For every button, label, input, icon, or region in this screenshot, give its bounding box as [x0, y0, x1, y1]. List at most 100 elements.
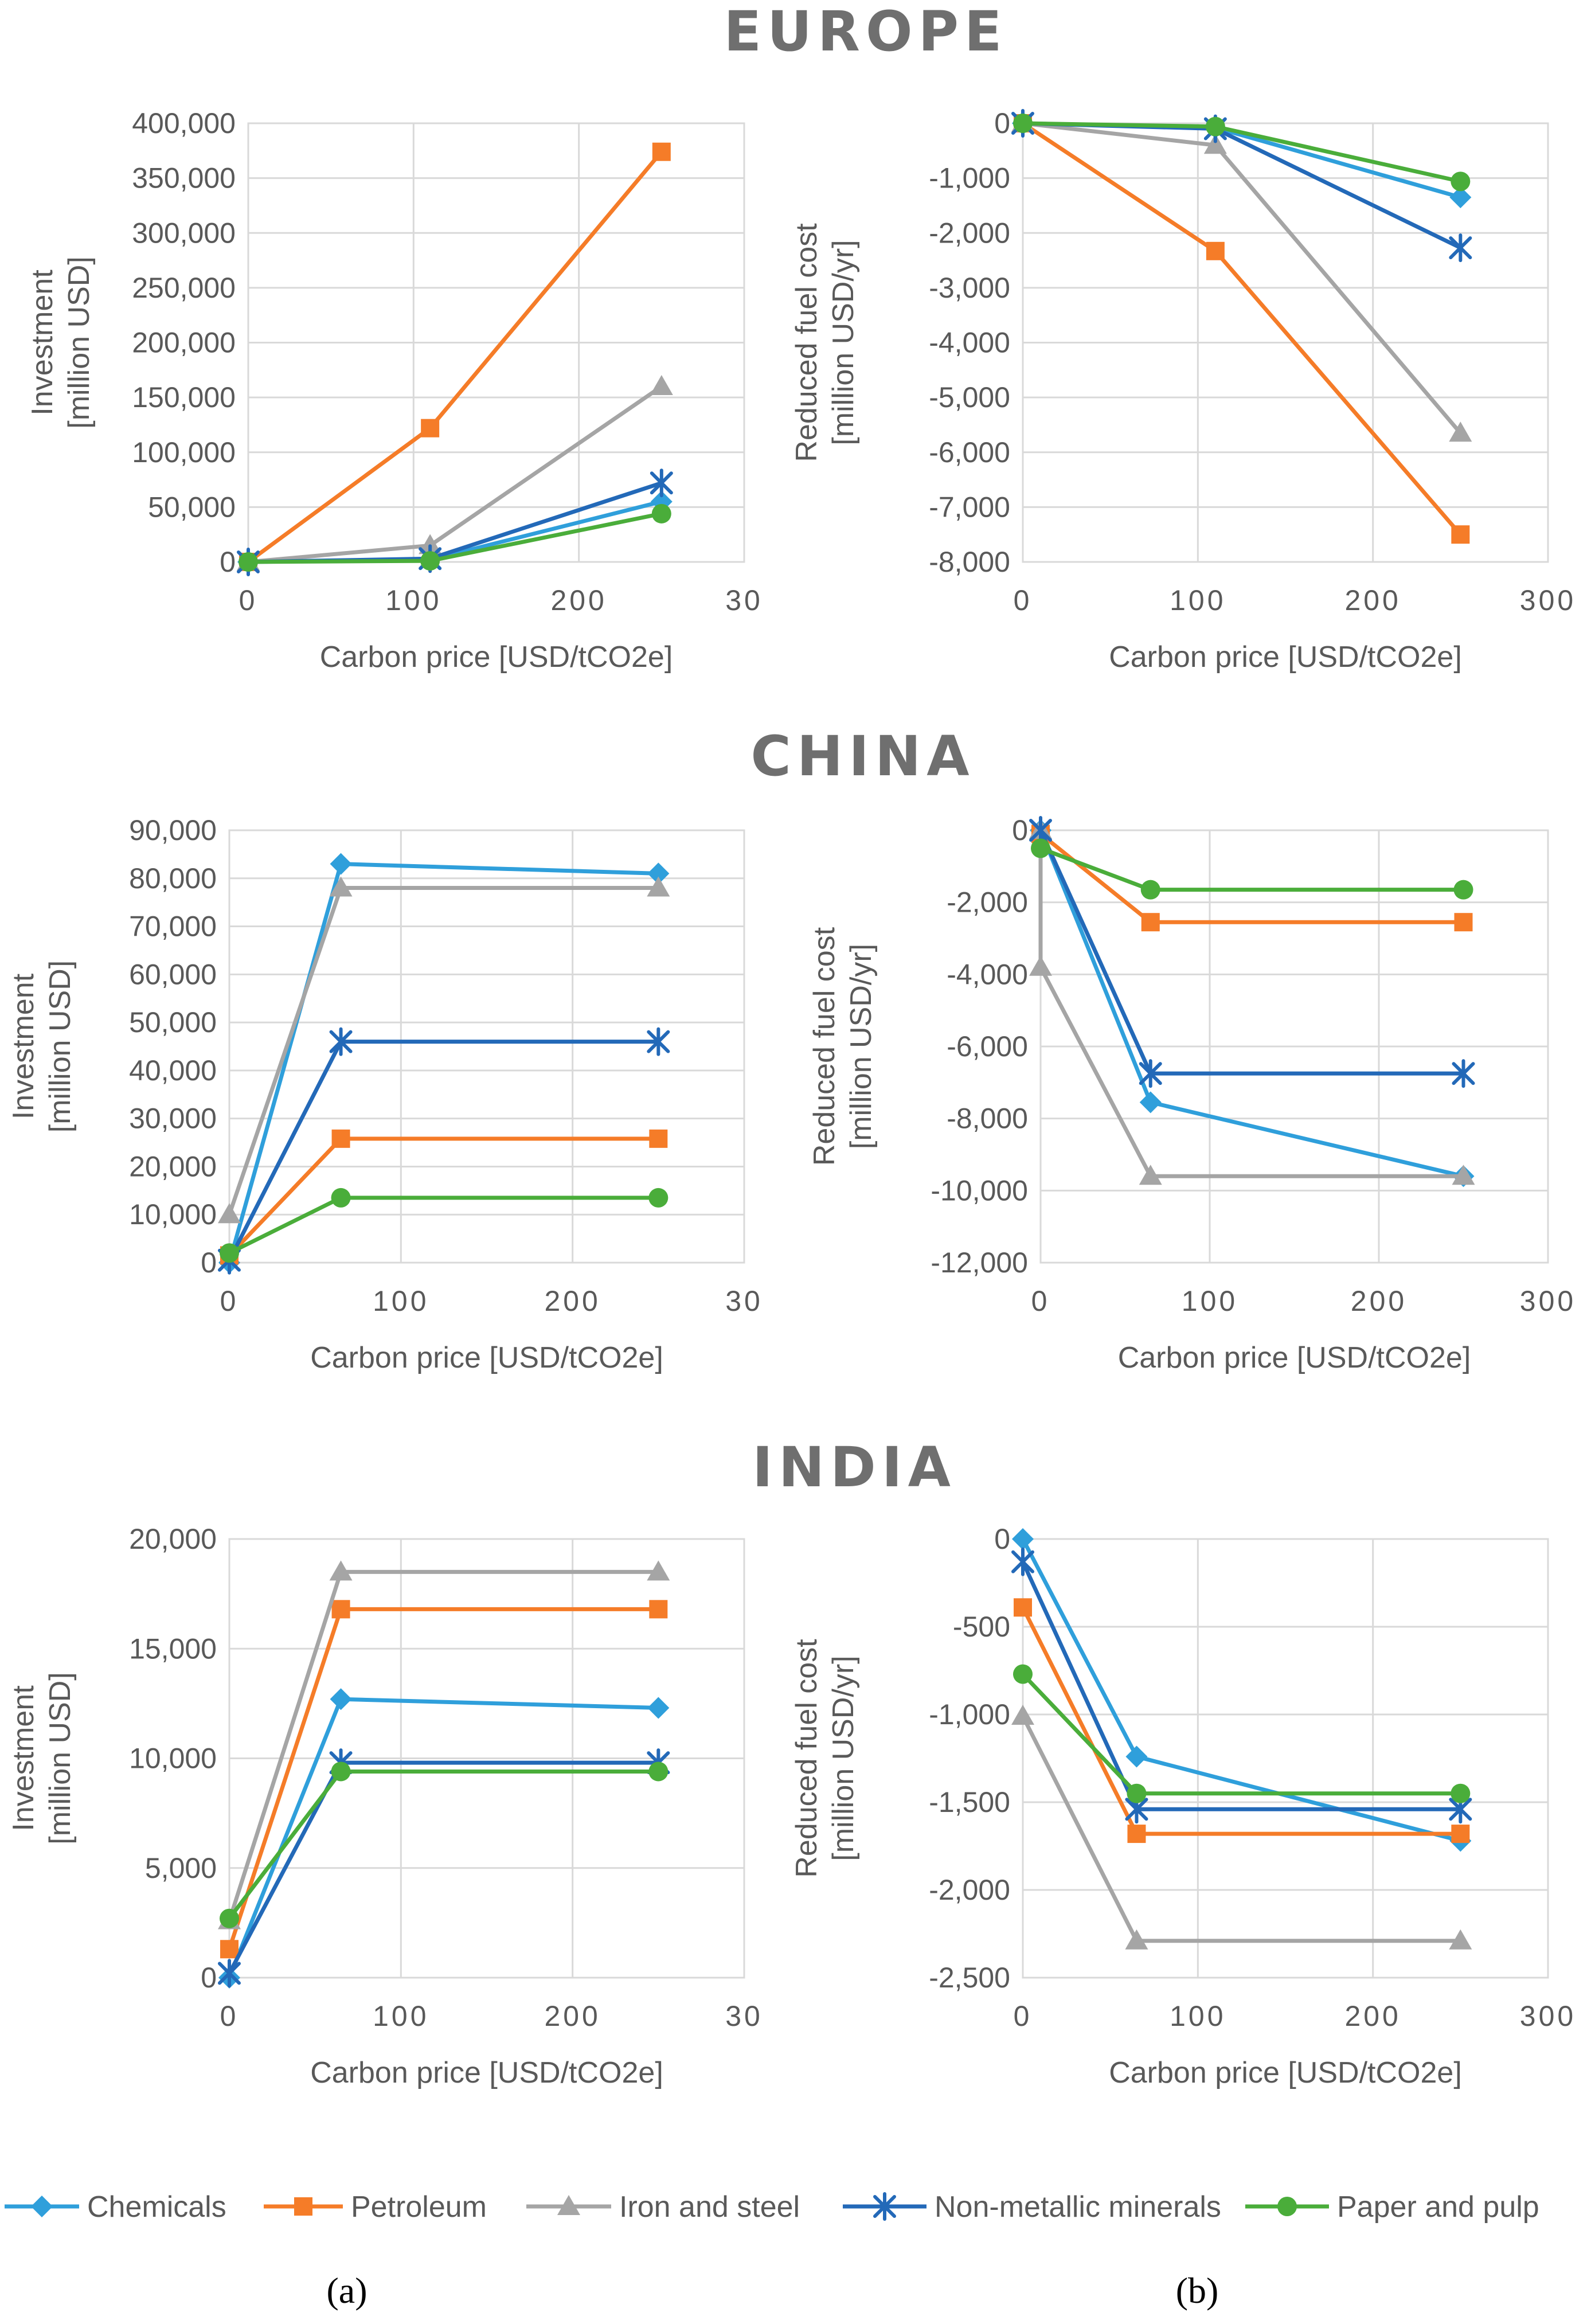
- y-tick-label: 30,000: [129, 1103, 217, 1135]
- series-non-metallic-minerals: [1011, 1547, 1472, 1824]
- europe-investment-chart: 0 50,000 100,000 150,000 200,000 250,000 300,0…: [26, 107, 760, 674]
- legend-marker: [294, 2197, 312, 2216]
- data-point-iron-and-steel: [1139, 1165, 1162, 1185]
- data-point-paper-and-pulp: [331, 1188, 351, 1208]
- data-point-petroleum: [331, 1129, 350, 1148]
- data-point-iron-and-steel: [218, 1203, 241, 1224]
- series-line-iron-and-steel: [227, 886, 659, 1216]
- series-line-non-metallic-minerals: [248, 481, 662, 564]
- data-point-non-metallic-minerals: [650, 468, 673, 498]
- series-petroleum: [1014, 1598, 1470, 1843]
- y-tick-label: 200,000: [132, 327, 236, 359]
- data-point-chemicals: [1012, 1528, 1034, 1550]
- data-point-paper-and-pulp: [1127, 1783, 1147, 1803]
- data-point-iron-and-steel: [419, 534, 442, 554]
- x-tick-label: 200: [1344, 2000, 1401, 2032]
- x-tick-label: 30: [725, 2000, 763, 2032]
- data-point-iron-and-steel: [1029, 955, 1052, 976]
- y-tick-label: 0: [201, 1247, 217, 1279]
- data-point-non-metallic-minerals: [329, 1027, 353, 1056]
- series-chemicals: [1030, 819, 1475, 1188]
- data-point-paper-and-pulp: [1013, 1664, 1033, 1684]
- data-point-paper-and-pulp: [220, 1908, 239, 1928]
- data-point-non-metallic-minerals: [1452, 1059, 1475, 1088]
- data-point-petroleum: [1454, 913, 1473, 932]
- data-point-petroleum: [1014, 1598, 1032, 1617]
- x-tick-label: 0: [1014, 584, 1033, 616]
- y-axis-label: Investment: [7, 973, 40, 1119]
- data-point-chemicals: [330, 1688, 352, 1710]
- legend-marker: [1277, 2197, 1297, 2216]
- y-axis-label: [million USD]: [62, 256, 96, 429]
- y-tick-label: -6,000: [929, 436, 1010, 468]
- legend-marker: [873, 2192, 896, 2221]
- y-tick-label: 0: [994, 1523, 1010, 1555]
- region-title-europe: EUROPE: [724, 0, 1008, 64]
- y-axis-label: [million USD/yr]: [845, 944, 878, 1149]
- x-axis-label: Carbon price [USD/tCO2e]: [310, 1341, 663, 1374]
- y-tick-label: -2,000: [929, 1874, 1010, 1906]
- charts-container: 0 50,000 100,000 150,000 200,000 250,000 300,0…: [7, 107, 1576, 2089]
- series-line-paper-and-pulp: [228, 1196, 659, 1255]
- data-point-iron-and-steel: [1011, 1705, 1034, 1725]
- region-title-india: INDIA: [752, 1435, 956, 1499]
- legend-label: Chemicals: [87, 2190, 226, 2224]
- x-tick-label: 300: [1520, 2000, 1576, 2032]
- data-point-chemicals: [330, 853, 352, 875]
- series-paper-and-pulp: [220, 1188, 669, 1263]
- data-point-iron-and-steel: [329, 876, 353, 897]
- data-point-paper-and-pulp: [1031, 838, 1050, 858]
- series-paper-and-pulp: [1013, 114, 1471, 192]
- y-axis-label: [million USD]: [44, 960, 77, 1133]
- x-tick-label: 100: [1170, 2000, 1226, 2032]
- y-tick-label: -10,000: [931, 1174, 1028, 1206]
- china-fuel-chart: 0-2,000-4,000-6,000-8,000-10,000-12,0000…: [808, 814, 1576, 1374]
- x-tick-label: 0: [1014, 2000, 1033, 2032]
- y-tick-label: -4,000: [929, 327, 1010, 359]
- y-tick-label: -1,000: [929, 162, 1010, 194]
- series-iron-and-steel: [218, 1560, 670, 1929]
- europe-fuel-chart: 0 -1,000 -2,000 -3,000 -4,000 -5,000 -6,000 -7,…: [790, 107, 1573, 674]
- y-tick-label: 0: [994, 107, 1010, 139]
- data-point-chemicals: [1449, 186, 1472, 209]
- x-tick-label: 100: [385, 584, 441, 616]
- y-axis-label: Investment: [7, 1685, 40, 1831]
- series-petroleum: [1031, 825, 1473, 932]
- series-line-chemicals: [227, 1697, 659, 1979]
- y-tick-label: 300,000: [132, 217, 236, 249]
- y-tick-label: 60,000: [129, 958, 217, 990]
- y-tick-label: 70,000: [129, 911, 217, 943]
- y-tick-label: 150,000: [132, 381, 236, 413]
- data-point-non-metallic-minerals: [1449, 233, 1472, 263]
- x-tick-label: 100: [373, 1285, 429, 1317]
- series-iron-and-steel: [1029, 819, 1475, 1185]
- x-tick-label: 300: [1520, 1285, 1576, 1317]
- x-tick-label: 100: [1170, 584, 1226, 616]
- data-point-paper-and-pulp: [651, 503, 671, 524]
- y-tick-label: -5,000: [929, 381, 1010, 413]
- y-tick-label: -3,000: [929, 272, 1010, 304]
- series-paper-and-pulp: [1013, 1664, 1471, 1803]
- series-line-petroleum: [1039, 832, 1464, 924]
- x-tick-label: 100: [373, 2000, 429, 2032]
- data-point-paper-and-pulp: [648, 1188, 669, 1208]
- data-point-petroleum: [421, 419, 440, 438]
- series-line-iron-and-steel: [1021, 1715, 1461, 1943]
- x-tick-label: 200: [550, 584, 607, 616]
- y-tick-label: 5,000: [145, 1852, 217, 1884]
- series-chemicals: [218, 1688, 670, 1989]
- data-point-non-metallic-minerals: [218, 1959, 241, 1988]
- data-point-iron-and-steel: [1449, 1929, 1472, 1950]
- legend-item-chemicals: Chemicals: [5, 2190, 226, 2224]
- data-point-non-metallic-minerals: [1139, 1059, 1162, 1088]
- data-point-paper-and-pulp: [1140, 880, 1160, 900]
- x-tick-label: 0: [1031, 1285, 1050, 1317]
- series-non-metallic-minerals: [1029, 816, 1475, 1088]
- data-point-petroleum: [1206, 241, 1225, 260]
- y-tick-label: 0: [1012, 814, 1028, 846]
- series-line-iron-and-steel: [248, 385, 663, 564]
- panel-label-b: (b): [1176, 2270, 1219, 2311]
- y-tick-label: -4,000: [947, 958, 1028, 990]
- y-tick-label: -1,500: [929, 1786, 1010, 1818]
